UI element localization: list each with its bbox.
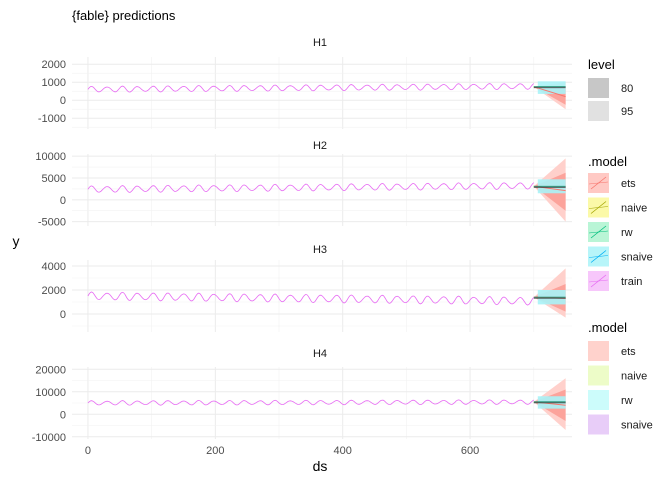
- legend-key-line: [588, 181, 609, 185]
- legends: level8095.modeletsnaiverwsnaivetrain.mod…: [588, 57, 653, 435]
- legend-item-label: naive: [621, 203, 647, 215]
- legend-item-label: ets: [621, 178, 636, 190]
- x-tick-label: 600: [461, 445, 479, 457]
- y-tick-label: 5000: [42, 173, 66, 185]
- facet-strip-label: H1: [313, 37, 327, 49]
- legend-title: .model: [588, 154, 627, 169]
- legend-title: .model: [588, 320, 627, 335]
- y-tick-label: 10000: [35, 151, 66, 163]
- chart-title: {fable} predictions: [72, 8, 176, 23]
- facet-panels: H1-1000010002000H2-50000500010000H302000…: [32, 37, 572, 457]
- legend-key-swatch: [588, 414, 609, 435]
- x-tick-label: 400: [334, 445, 352, 457]
- facet-strip-label: H2: [313, 140, 327, 152]
- legend-1: level 80 95: [588, 57, 633, 121]
- legend-key-swatch: [588, 101, 609, 121]
- y-axis-title: y: [13, 233, 20, 249]
- ets-forecast-line: [533, 86, 566, 98]
- legend-item-label: 95: [621, 106, 633, 118]
- legend-key-line: [588, 206, 609, 209]
- legend-item-label: 80: [621, 83, 633, 95]
- legend-key-swatch: [588, 365, 609, 386]
- x-tick-label: 0: [85, 445, 91, 457]
- y-tick-label: 4000: [42, 261, 66, 273]
- train-series-line: [87, 291, 535, 306]
- legend-item-label: rw: [621, 395, 633, 407]
- legend-item-label: ets: [621, 346, 636, 358]
- train-series-line: [87, 83, 535, 93]
- snaive-interval: [537, 396, 566, 409]
- legend-key-swatch: [588, 78, 609, 98]
- y-tick-label: 0: [60, 409, 66, 421]
- y-tick-label: 1000: [42, 77, 66, 89]
- legend-item-label: snaive: [621, 252, 653, 264]
- legend-title: level: [588, 57, 615, 72]
- y-tick-label: 0: [60, 95, 66, 107]
- facet-h1: H1 -1000 0 1000 2000: [38, 37, 572, 129]
- legend-item-label: snaive: [621, 420, 653, 432]
- y-tick-label: 0: [60, 195, 66, 207]
- y-tick-label: 20000: [35, 364, 66, 376]
- legend-key-line: [588, 255, 609, 258]
- y-tick-label: -10000: [32, 432, 66, 444]
- y-tick-label: 2000: [42, 285, 66, 297]
- x-tick-label: 200: [206, 445, 224, 457]
- legend-3: .model ets naive rw snaive: [588, 320, 653, 435]
- legend-key-line: [588, 279, 609, 283]
- facet-h3: H3 0 2000 4000: [42, 244, 572, 332]
- y-tick-label: 2000: [42, 59, 66, 71]
- y-tick-label: -1000: [38, 113, 66, 125]
- ets-forecast-line: [533, 401, 566, 406]
- legend-item-label: rw: [621, 227, 633, 239]
- facet-h2: H2 -5000 0 5000 10000: [35, 140, 572, 229]
- legend-key-swatch: [588, 341, 609, 361]
- legend-item-label: train: [621, 276, 642, 288]
- facet-strip-label: H3: [313, 244, 327, 256]
- train-series-line: [87, 399, 535, 406]
- facet-strip-label: H4: [313, 348, 327, 360]
- y-tick-label: 0: [60, 309, 66, 321]
- train-series-line: [87, 182, 535, 193]
- legend-key-swatch: [588, 390, 609, 410]
- y-tick-label: 10000: [35, 387, 66, 399]
- x-axis-title: ds: [313, 458, 328, 474]
- legend-item-label: naive: [621, 371, 647, 383]
- legend-2: .model ets naive rw snaive train: [588, 154, 653, 291]
- facet-h4: H4 -10000 0 10000 20000: [32, 348, 572, 444]
- y-tick-label: -5000: [38, 217, 66, 229]
- legend-key-line: [588, 230, 609, 234]
